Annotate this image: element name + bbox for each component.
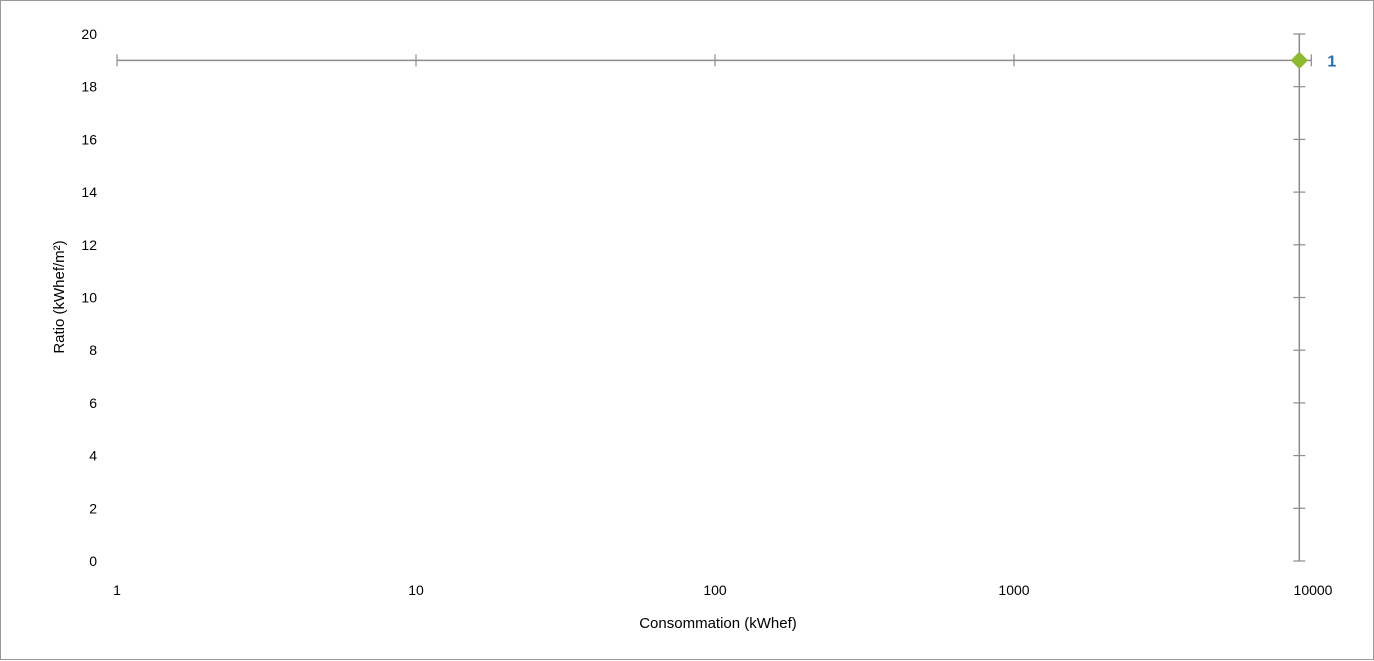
x-tick-labels: 1 10 100 1000 10000 <box>113 582 1333 598</box>
y-tick-label: 4 <box>89 448 97 464</box>
y-tick-labels: 0 2 4 6 8 10 12 14 16 18 20 <box>81 26 97 569</box>
data-points: 1 <box>1290 51 1336 70</box>
y-axis-title: Ratio (kWhef/m²) <box>51 240 68 353</box>
x-axis-title: Consommation (kWhef) <box>639 615 797 632</box>
y-tick-label: 0 <box>89 553 97 569</box>
y-tick-label: 12 <box>81 237 97 253</box>
y-tick-label: 2 <box>89 500 97 516</box>
y-tick-label: 6 <box>89 395 97 411</box>
y-tick-label: 10 <box>81 290 97 306</box>
x-tick-label: 10000 <box>1294 582 1333 598</box>
x-tick-label: 1 <box>113 582 121 598</box>
y-tick-label: 16 <box>81 131 97 147</box>
y-tick-label: 18 <box>81 79 97 95</box>
axes <box>116 33 1312 562</box>
x-tick-label: 100 <box>703 582 727 598</box>
data-point-label: 1 <box>1327 53 1336 70</box>
x-tick-label: 1000 <box>998 582 1029 598</box>
data-point-marker <box>1290 51 1309 70</box>
y-tick-label: 20 <box>81 26 97 42</box>
y-tick-label: 14 <box>81 184 97 200</box>
x-tick-label: 10 <box>408 582 424 598</box>
y-tick-label: 8 <box>89 342 97 358</box>
